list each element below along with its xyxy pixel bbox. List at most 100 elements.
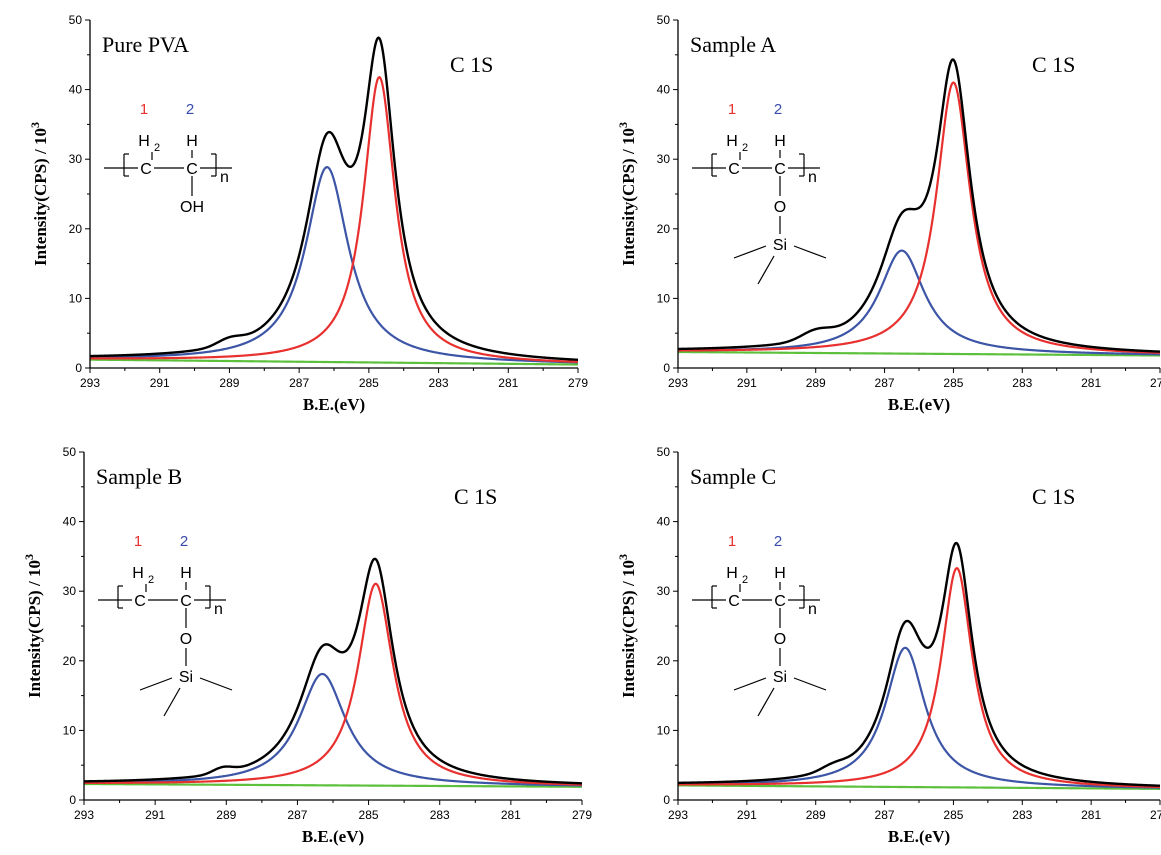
ch2-carbon: C: [728, 593, 740, 610]
y-tick-label: 30: [69, 152, 83, 166]
hydroxyl-group: OH: [180, 199, 204, 216]
x-tick-label: 283: [1012, 376, 1032, 390]
y-tick-label: 20: [657, 222, 671, 236]
curve-group: [84, 557, 582, 788]
x-tick-label: 285: [359, 808, 379, 822]
x-tick-label: 279: [1150, 808, 1161, 822]
h2-subscript: 2: [742, 142, 748, 154]
h2-hydrogen: H: [138, 133, 150, 150]
baseline-line: [678, 784, 1160, 790]
x-tick-label: 289: [216, 808, 236, 822]
x-tick-label: 293: [668, 376, 688, 390]
x-tick-label: 293: [668, 808, 688, 822]
bond-si-me3: [163, 687, 181, 717]
x-tick-label: 281: [1081, 376, 1101, 390]
x-tick-label: 283: [429, 376, 449, 390]
ch2-carbon: C: [728, 161, 740, 178]
x-tick-label: 289: [219, 376, 239, 390]
y-axis-title-exponent: 3: [28, 122, 42, 128]
repeat-n: n: [808, 169, 817, 186]
y-axis-title: Intensity(CPS) / 103: [28, 122, 50, 266]
c1s-annotation: C 1S: [1032, 52, 1075, 77]
peak-2-fit-line: [678, 249, 1160, 356]
panel-title: Sample A: [690, 32, 776, 57]
ch-carbon: C: [180, 593, 192, 610]
y-tick-label: 0: [663, 793, 670, 807]
h2-subscript: 2: [742, 574, 748, 586]
y-axis-title-main: Intensity(CPS) / 10: [31, 128, 50, 266]
carbon-1-label: 1: [728, 101, 736, 118]
measured-spectrum-line: [84, 557, 582, 785]
ch-carbon: C: [186, 161, 198, 178]
oxygen-atom: O: [774, 631, 786, 648]
y-tick-label: 30: [657, 152, 671, 166]
x-axis-title: B.E.(eV): [888, 395, 950, 414]
y-tick-label: 50: [69, 13, 83, 27]
carbon-2-label: 2: [774, 101, 782, 118]
x-tick-label: 285: [943, 808, 963, 822]
peak-1-fit-line: [84, 582, 582, 786]
peak-2-fit-line: [678, 646, 1160, 789]
y-tick-label: 0: [75, 361, 82, 375]
y-tick-label: 30: [657, 584, 671, 598]
x-tick-label: 293: [74, 808, 94, 822]
chart-panel-1: 293 291 289 287 285 283 281 279 0 10 20 30 40 50 B.E.(…: [28, 13, 588, 414]
panel-title: Sample C: [690, 464, 776, 489]
y-axis-title: Intensity(CPS) / 103: [616, 554, 638, 698]
x-tick-label: 281: [501, 808, 521, 822]
y-tick-label: 40: [63, 515, 77, 529]
y-tick-label: 20: [63, 654, 77, 668]
x-axis-title: B.E.(eV): [302, 827, 364, 846]
x-tick-label: 285: [359, 376, 379, 390]
y-tick-label: 0: [69, 793, 76, 807]
chart-panel-2: 293 291 289 287 285 283 281 279 0 10 20 30 40 50 B.E.(…: [616, 13, 1161, 414]
measured-spectrum-line: [678, 541, 1160, 787]
c1s-annotation: C 1S: [1032, 484, 1075, 509]
silicon-atom: Si: [773, 237, 787, 254]
peak-1-fit-line: [678, 81, 1160, 354]
x-tick-label: 287: [289, 376, 309, 390]
y-tick-label: 50: [63, 445, 77, 459]
measured-spectrum-line: [90, 36, 578, 361]
x-tick-label: 291: [737, 808, 757, 822]
repeat-n: n: [220, 169, 229, 186]
h2-subscript: 2: [148, 574, 154, 586]
measured-spectrum-line: [678, 58, 1160, 353]
panel-title: Pure PVA: [102, 32, 189, 57]
y-axis-title-main: Intensity(CPS) / 10: [619, 128, 638, 266]
y-tick-label: 40: [657, 515, 671, 529]
h-hydrogen: H: [180, 565, 192, 582]
carbon-2-label: 2: [186, 101, 194, 118]
bond-si-me1: [733, 677, 767, 691]
y-tick-label: 0: [663, 361, 670, 375]
curve-group: [90, 36, 578, 366]
baseline-line: [678, 350, 1160, 357]
h2-hydrogen: H: [726, 565, 738, 582]
x-tick-label: 279: [572, 808, 592, 822]
h-hydrogen: H: [774, 133, 786, 150]
carbon-1-label: 1: [140, 101, 148, 118]
y-tick-label: 40: [69, 83, 83, 97]
baseline-line: [84, 782, 582, 788]
x-tick-label: 287: [875, 808, 895, 822]
ch-carbon: C: [774, 161, 786, 178]
y-tick-label: 50: [657, 445, 671, 459]
c1s-annotation: C 1S: [450, 52, 493, 77]
bond-si-me1: [139, 677, 173, 691]
x-tick-label: 285: [943, 376, 963, 390]
oxygen-atom: O: [180, 631, 192, 648]
y-axis-title-exponent: 3: [616, 554, 630, 560]
curve-group: [678, 541, 1160, 790]
x-tick-label: 287: [875, 376, 895, 390]
y-axis-title: Intensity(CPS) / 103: [616, 122, 638, 266]
h-hydrogen: H: [186, 133, 198, 150]
x-tick-label: 291: [145, 808, 165, 822]
baseline-line: [90, 358, 578, 366]
y-tick-label: 10: [69, 291, 83, 305]
x-tick-label: 293: [80, 376, 100, 390]
repeat-n: n: [808, 601, 817, 618]
repeat-n: n: [214, 601, 223, 618]
